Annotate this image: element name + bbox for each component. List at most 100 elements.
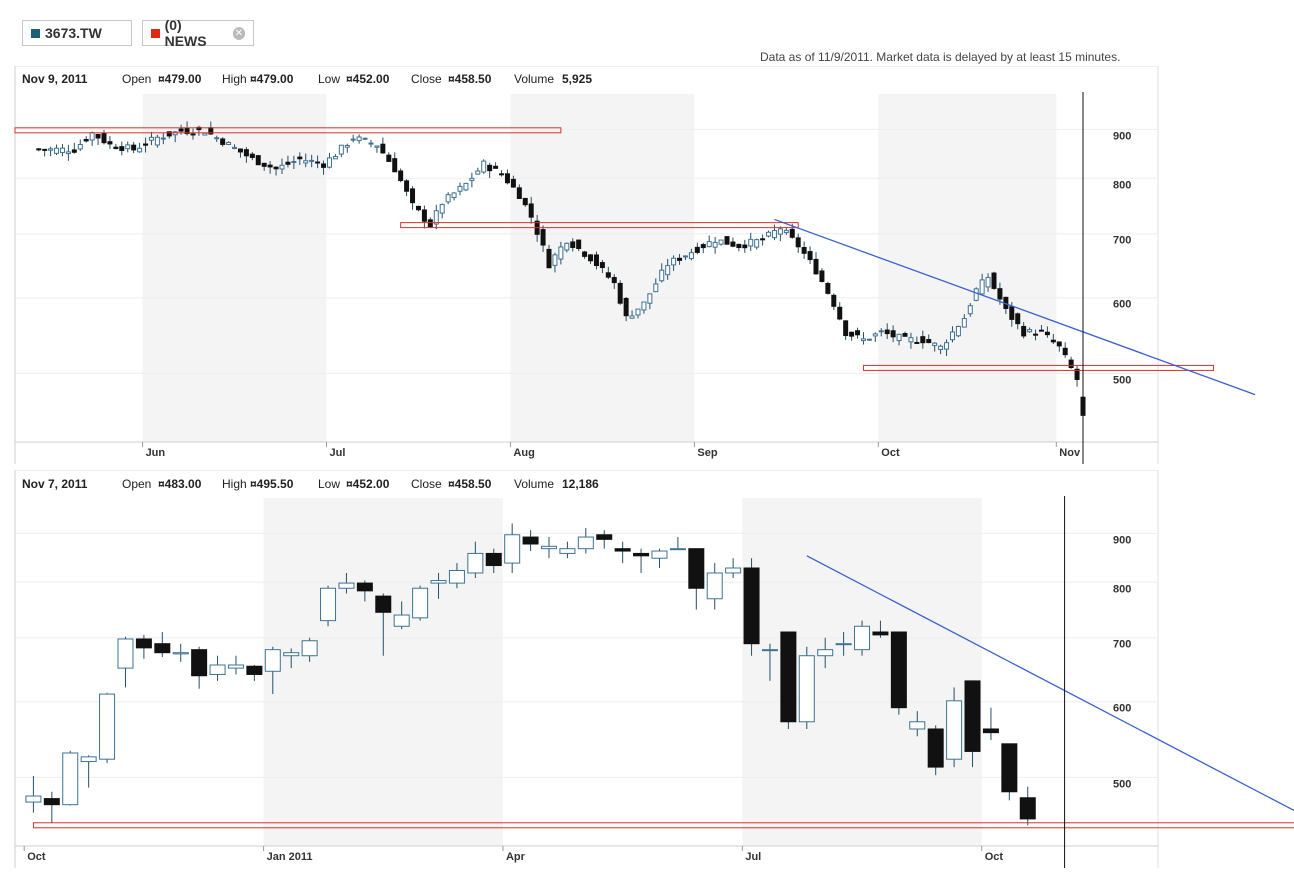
candle-body [614, 548, 631, 552]
candle-body [825, 282, 831, 294]
x-tick-label: Jul [330, 447, 346, 459]
candle-body [48, 148, 54, 151]
candle-body [558, 246, 564, 260]
candle-body [113, 146, 119, 150]
weekly-price-chart: 900 800 700 600 500 Oct Jan 2011 Apr Jul Oct Nov … [14, 470, 1294, 868]
info-open-value: ¤483.00 [158, 477, 202, 491]
candle-body [611, 277, 617, 284]
candle-body [938, 345, 944, 350]
candle-body [997, 288, 1003, 300]
candle-body [1056, 341, 1062, 347]
candle-body [1015, 313, 1021, 325]
close-icon[interactable]: ✕ [232, 26, 245, 40]
candle-body [671, 257, 677, 266]
support-line [32, 822, 1294, 829]
candle-body [226, 142, 232, 145]
candle-body [309, 159, 315, 162]
candle-body [783, 229, 789, 234]
candle-body [552, 254, 558, 266]
candle-body [481, 160, 487, 173]
candle-body [712, 241, 718, 248]
x-tick-label: Jul [745, 851, 761, 863]
month-band [878, 94, 1057, 442]
x-tick-label: Oct [881, 447, 900, 459]
candle-body [137, 147, 143, 153]
candle-body [795, 237, 801, 248]
x-tick-label: Jun [146, 447, 166, 459]
candle-body [232, 146, 238, 149]
candle-body [872, 333, 878, 337]
candle-body [647, 293, 653, 304]
candle-body [62, 752, 79, 806]
info-low-value: ¤452.00 [346, 477, 390, 491]
candle-body [107, 141, 113, 145]
candle-body [315, 161, 321, 164]
info-high-label: High [222, 477, 247, 491]
candle-body [451, 192, 457, 198]
candle-body [457, 185, 463, 192]
candle-body [854, 625, 871, 651]
candle-body [25, 795, 42, 803]
candle-body [835, 643, 852, 646]
candle-body [214, 137, 220, 140]
candle-body [682, 255, 688, 258]
info-volume-label: Volume [514, 477, 554, 491]
candle-body [445, 194, 451, 203]
candle-body [866, 338, 872, 341]
candle-body [59, 147, 65, 154]
y-tick-label: 700 [1113, 639, 1131, 651]
candle-body [1044, 331, 1050, 336]
info-volume-label: Volume [514, 72, 554, 86]
candle-body [160, 137, 166, 140]
candle-body [789, 228, 795, 238]
candle-body [404, 180, 410, 192]
candle-body [700, 244, 706, 249]
y-tick-label: 600 [1113, 703, 1131, 715]
candle-body [344, 144, 350, 148]
candle-body [510, 178, 516, 188]
info-low-label: Low [318, 72, 340, 86]
month-band [142, 94, 327, 442]
candle-body [872, 631, 889, 636]
candle-body [1009, 306, 1015, 320]
candle-body [927, 728, 944, 768]
candle-body [629, 315, 635, 319]
candle-body [849, 331, 855, 337]
support-line [862, 364, 1215, 371]
candle-body [605, 272, 611, 278]
candle-body [909, 721, 926, 730]
candle-body [427, 219, 433, 228]
candle-body [487, 164, 493, 172]
candle-body [95, 133, 101, 139]
candle-body [89, 132, 95, 141]
candle-body [582, 251, 588, 257]
news-legend-button[interactable]: (0) NEWS ✕ [142, 17, 254, 49]
candle-body [1019, 797, 1036, 820]
candle-body [362, 137, 368, 140]
candle-body [908, 337, 914, 343]
candle-body [564, 242, 570, 251]
news-label: (0) NEWS [164, 17, 207, 49]
candle-body [599, 262, 605, 269]
chart-info-bar: Nov 7, 2011 Open ¤483.00 High ¤495.50 Lo… [22, 477, 599, 491]
candle-body [332, 155, 338, 160]
candle-body [669, 548, 686, 551]
candle-body [220, 138, 226, 145]
y-tick-label: 500 [1113, 778, 1131, 790]
candle-body [190, 133, 196, 136]
candle-body [135, 638, 152, 649]
candle-body [338, 582, 355, 589]
symbol-legend-button[interactable]: 3673.TW [22, 20, 132, 46]
candle-body [415, 205, 421, 211]
candle-body [979, 279, 985, 295]
y-tick-label: 600 [1113, 299, 1131, 311]
candle-body [576, 239, 582, 250]
candle-body [961, 318, 967, 328]
x-tick-label: Jan 2011 [267, 851, 313, 863]
candle-body [191, 649, 208, 677]
y-tick-label: 900 [1113, 534, 1131, 546]
candle-body [410, 188, 416, 204]
chart-info-bar: Nov 9, 2011 Open ¤479.00 High ¤479.00 Lo… [22, 72, 592, 86]
candle-body [926, 339, 932, 344]
candle-body [504, 534, 521, 564]
